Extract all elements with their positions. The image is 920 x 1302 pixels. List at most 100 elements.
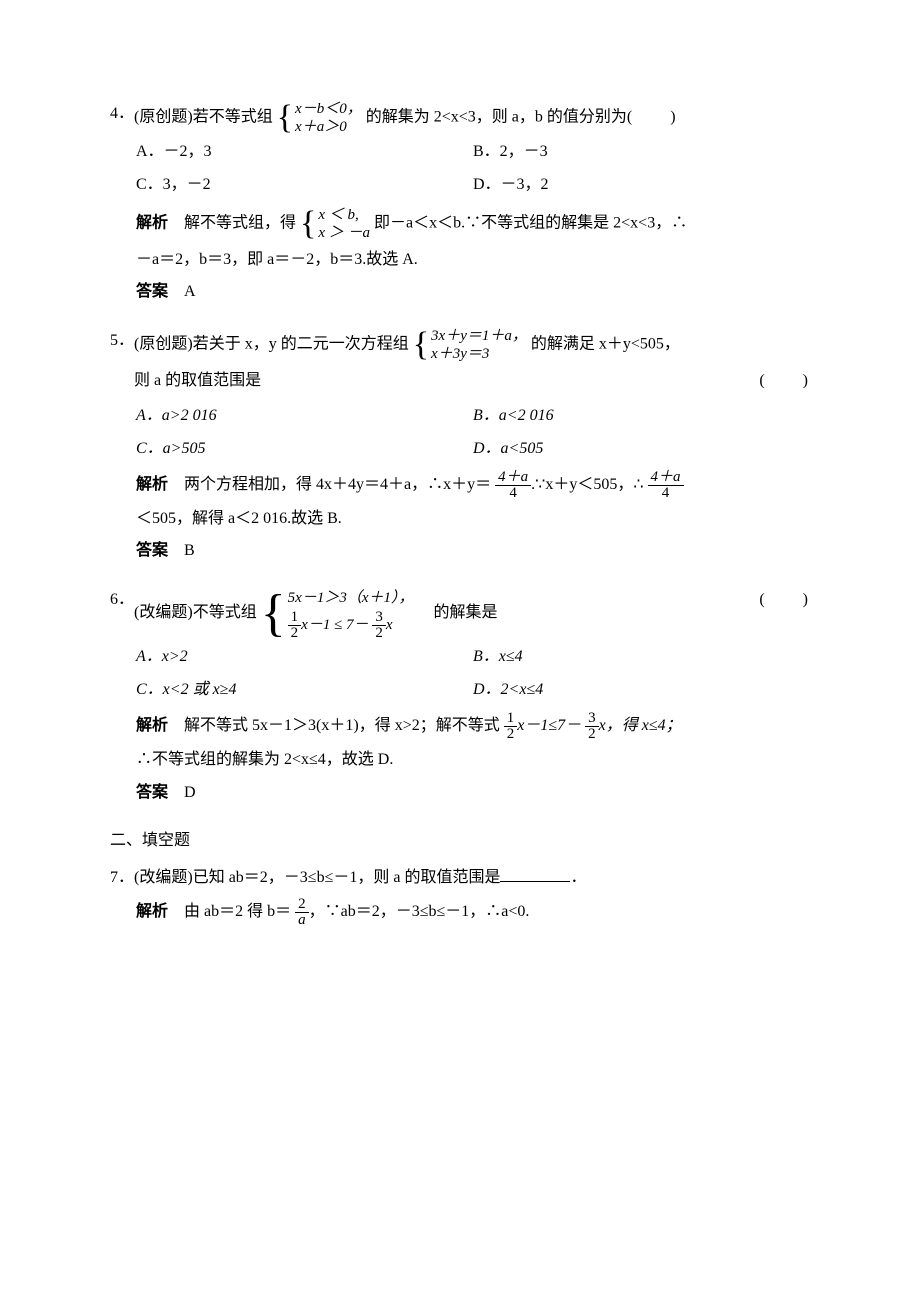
q6-answer: 答案 D <box>136 779 810 808</box>
q5-choice-b: B．a<2 016 <box>473 402 810 431</box>
q7-tag: (改编题) <box>134 869 193 886</box>
q4-explanation: 解析 解不等式组，得 { x ＜ b, x ＞ －a 即－a＜x＜b.∵不等式组… <box>136 206 810 275</box>
q5-paren: ( ) <box>759 367 810 396</box>
q5-ans-label: 答案 <box>136 542 168 559</box>
q5-expl-label: 解析 <box>136 476 168 493</box>
q5-body: (原创题)若关于 x，y 的二元一次方程组 { 3x＋y＝1＋a， x＋3y＝3… <box>134 327 810 400</box>
q6-stem-after: 的解集是 <box>434 604 498 621</box>
q4-body: (原创题)若不等式组 { x－b＜0， x＋a＞0 的解集为 2<x<3，则 a… <box>134 100 810 136</box>
q5-frac1: 4＋a 4 <box>495 470 531 501</box>
q6-sys-mid: x－1 ≤ 7－ <box>301 617 368 633</box>
q7-number: 7． <box>110 864 134 893</box>
q4-expl-system: { x ＜ b, x ＞ －a <box>300 206 370 242</box>
q5-ans-value: B <box>184 542 195 559</box>
q6-ans-value: D <box>184 784 196 801</box>
q4-system-lines: x－b＜0， x＋a＞0 <box>295 100 362 136</box>
question-6: 6． (改编题)不等式组 { 5x－1＞3（x＋1）， 1 2 x－1 ≤ 7－… <box>110 586 810 807</box>
q6-system-lines: 5x－1＞3（x＋1）， 1 2 x－1 ≤ 7－ 3 2 x <box>288 586 414 641</box>
q4-ans-label: 答案 <box>136 283 168 300</box>
q5-choices: A．a>2 016 B．a<2 016 C．a>505 D．a<505 <box>136 400 810 466</box>
q6-sys-line1: 5x－1＞3（x＋1）， <box>288 586 414 610</box>
q5-expl-p1: 两个方程相加，得 4x＋4y＝4＋a，∴x＋y＝ <box>184 476 491 493</box>
q4-sys-line1: x－b＜0， <box>295 100 362 118</box>
q4-expl-p3: －a＝2，b＝3，即 a＝－2，b＝3.故选 A. <box>136 246 810 275</box>
q7-body: (改编题)已知 ab＝2，－3≤b≤－1，则 a 的取值范围是 ． <box>134 864 810 893</box>
q7-explanation: 解析 由 ab＝2 得 b＝ 2 a ，∵ab＝2，－3≤b≤－1，∴a<0. <box>136 897 810 928</box>
q6-ef1-den: 2 <box>504 727 518 742</box>
q5-frac1-num: 4＋a <box>495 470 531 486</box>
q4-expl-p1: 解不等式组，得 <box>184 214 296 231</box>
q4-tag: (原创题) <box>134 109 193 126</box>
q6-sys-f2-num: 3 <box>372 610 386 626</box>
q6-sys-f1-num: 1 <box>288 610 302 626</box>
q6-ans-label: 答案 <box>136 784 168 801</box>
q5-choice-a: A．a>2 016 <box>136 402 473 431</box>
q5-explanation: 解析 两个方程相加，得 4x＋4y＝4＋a，∴x＋y＝ 4＋a 4 .∵x＋y＜… <box>136 470 810 534</box>
q4-stem: 4． (原创题)若不等式组 { x－b＜0， x＋a＞0 的解集为 2<x<3，… <box>110 100 810 136</box>
q6-expl-p2: ∴不等式组的解集为 2<x≤4，故选 D. <box>136 746 810 775</box>
q5-sys-line2: x＋3y＝3 <box>431 345 527 363</box>
question-5: 5． (原创题)若关于 x，y 的二元一次方程组 { 3x＋y＝1＋a， x＋3… <box>110 327 810 566</box>
q6-choice-a: A．x>2 <box>136 643 473 672</box>
q6-expl-mid2: x，得 x≤4； <box>599 717 682 734</box>
q7-frac-den: a <box>295 913 309 928</box>
q5-answer: 答案 B <box>136 537 810 566</box>
q6-choices: A．x>2 B．x≤4 C．x<2 或 x≥4 D．2<x≤4 <box>136 641 810 707</box>
q6-sys-end: x <box>386 617 393 633</box>
q6-stem-before: 不等式组 <box>193 604 257 621</box>
q6-explanation: 解析 解不等式 5x－1＞3(x＋1)，得 x>2；解不等式 1 2 x－1≤7… <box>136 711 810 775</box>
q6-expl-p1: 解不等式 5x－1＞3(x＋1)，得 x>2；解不等式 <box>184 717 500 734</box>
question-4: 4． (原创题)若不等式组 { x－b＜0， x＋a＞0 的解集为 2<x<3，… <box>110 100 810 307</box>
left-brace-icon: { <box>277 101 293 135</box>
q6-ef2-den: 2 <box>585 727 599 742</box>
q4-stem-before: 若不等式组 <box>193 109 273 126</box>
q6-sys-f2-den: 2 <box>372 626 386 641</box>
q5-stem-before: 若关于 x，y 的二元一次方程组 <box>193 336 409 353</box>
q5-stem: 5． (原创题)若关于 x，y 的二元一次方程组 { 3x＋y＝1＋a， x＋3… <box>110 327 810 400</box>
q4-expl-sys-lines: x ＜ b, x ＞ －a <box>318 206 370 242</box>
q4-expl-sys2: x ＞ －a <box>318 224 370 242</box>
q4-choices: A．－2，3 B．2，－3 C．3，－2 D．－3，2 <box>136 136 810 202</box>
q5-system-lines: 3x＋y＝1＋a， x＋3y＝3 <box>431 327 527 363</box>
q6-number: 6． <box>110 586 134 615</box>
q6-tag: (改编题) <box>134 604 193 621</box>
q5-frac2-num: 4＋a <box>648 470 684 486</box>
q4-sys-line2: x＋a＞0 <box>295 118 362 136</box>
q7-frac-num: 2 <box>295 897 309 913</box>
q4-choice-a: A．－2，3 <box>136 138 473 167</box>
q6-sys-f2: 3 2 <box>372 610 386 641</box>
q6-system: { 5x－1＞3（x＋1）， 1 2 x－1 ≤ 7－ 3 2 x <box>261 586 414 641</box>
q5-system: { 3x＋y＝1＋a， x＋3y＝3 <box>413 327 527 363</box>
q5-frac1-den: 4 <box>506 486 520 501</box>
q6-choice-b: B．x≤4 <box>473 643 810 672</box>
q5-number: 5． <box>110 327 134 356</box>
left-brace-icon: { <box>300 207 316 241</box>
q4-choice-c: C．3，－2 <box>136 171 473 200</box>
q6-sys-line2: 1 2 x－1 ≤ 7－ 3 2 x <box>288 610 414 641</box>
q7-stem: 7． (改编题)已知 ab＝2，－3≤b≤－1，则 a 的取值范围是 ． <box>110 864 810 893</box>
q6-expl-label: 解析 <box>136 717 168 734</box>
left-brace-icon: { <box>261 588 286 640</box>
fill-blank <box>500 865 570 882</box>
q7-frac: 2 a <box>295 897 309 928</box>
q7-stem-before: 已知 ab＝2，－3≤b≤－1，则 a 的取值范围是 <box>193 869 501 886</box>
q6-ef1: 1 2 <box>504 711 518 742</box>
q4-ans-value: A <box>184 283 196 300</box>
q6-paren: ( ) <box>759 586 810 615</box>
q6-ef2: 3 2 <box>585 711 599 742</box>
q7-stem-after: ． <box>570 869 586 886</box>
q6-stem: 6． (改编题)不等式组 { 5x－1＞3（x＋1）， 1 2 x－1 ≤ 7－… <box>110 586 810 641</box>
q4-paren: ( ) <box>627 109 678 126</box>
left-brace-icon: { <box>413 328 429 362</box>
q5-sys-line1: 3x＋y＝1＋a， <box>431 327 527 345</box>
q7-expl-p2: ，∵ab＝2，－3≤b≤－1，∴a<0. <box>309 903 530 920</box>
q5-expl-p3: ＜505，解得 a＜2 016.故选 B. <box>136 505 810 534</box>
q5-tag: (原创题) <box>134 336 193 353</box>
q6-body: (改编题)不等式组 { 5x－1＞3（x＋1）， 1 2 x－1 ≤ 7－ 3 … <box>134 586 810 641</box>
q6-choice-d: D．2<x≤4 <box>473 676 810 705</box>
q5-frac2: 4＋a 4 <box>648 470 684 501</box>
q6-choice-c: C．x<2 或 x≥4 <box>136 676 473 705</box>
q4-choice-d: D．－3，2 <box>473 171 810 200</box>
q5-stem-line2-row: 则 a 的取值范围是 ( ) <box>134 367 810 396</box>
q4-expl-label: 解析 <box>136 214 168 231</box>
